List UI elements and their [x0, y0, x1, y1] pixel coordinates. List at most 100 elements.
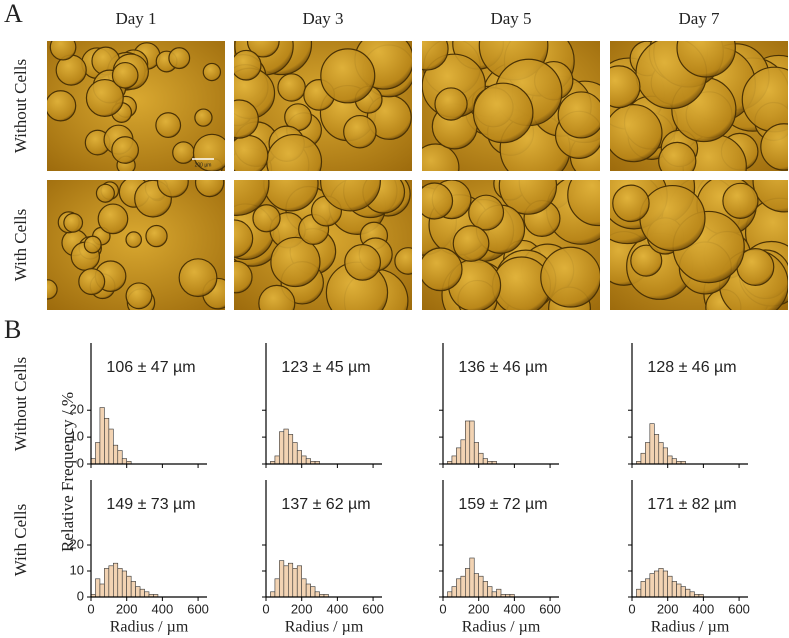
droplet: [468, 194, 505, 231]
x-tick-label: 0: [439, 601, 446, 616]
bar: [465, 420, 471, 465]
bar: [121, 458, 127, 465]
bar: [649, 573, 655, 598]
bar: [654, 570, 660, 598]
droplet: [125, 231, 143, 248]
droplet: [111, 136, 139, 164]
x-axis-label: Radius / µm: [285, 619, 364, 636]
droplet: [194, 180, 225, 198]
bar: [296, 565, 302, 598]
micrograph: [234, 180, 412, 310]
bar: [121, 570, 127, 598]
chart-annotation: 128 ± 46 µm: [647, 359, 736, 376]
droplet: [194, 108, 213, 127]
droplet: [49, 41, 77, 61]
bar: [469, 420, 475, 465]
x-tick-label: 400: [152, 601, 174, 616]
bar: [473, 442, 479, 465]
droplet: [434, 87, 468, 121]
bar: [126, 575, 132, 598]
bar: [130, 581, 136, 598]
droplet: [422, 143, 460, 171]
micrograph: [234, 41, 412, 171]
bar: [305, 458, 311, 465]
droplet: [234, 180, 270, 216]
bar: [274, 455, 280, 465]
droplet: [320, 180, 381, 212]
chart-annotation: 149 ± 73 µm: [106, 496, 195, 513]
droplet: [145, 224, 168, 248]
y-tick-label: 10: [70, 429, 84, 444]
droplet: [639, 184, 706, 252]
bar: [636, 588, 642, 598]
bar: [645, 442, 651, 465]
droplet: [344, 243, 382, 281]
chart-annotation: 123 ± 45 µm: [281, 359, 370, 376]
droplet: [752, 180, 788, 213]
droplet: [155, 112, 182, 139]
bar: [491, 591, 497, 598]
droplet: [343, 114, 377, 149]
bar: [496, 588, 502, 598]
bar: [658, 568, 664, 598]
x-tick-label: 200: [657, 601, 679, 616]
bar: [104, 568, 110, 598]
x-axis-label: Radius / µm: [110, 619, 189, 636]
bar: [296, 450, 302, 465]
x-axis-label: Radius / µm: [462, 619, 541, 636]
bar: [685, 588, 691, 598]
x-tick-label: 0: [87, 601, 94, 616]
row-label: Without Cells: [11, 357, 30, 451]
droplet: [202, 62, 222, 82]
droplet: [95, 183, 115, 203]
panel-label: B: [4, 315, 21, 344]
droplet: [630, 244, 663, 277]
y-tick-label: 10: [70, 562, 84, 577]
bar: [473, 573, 479, 598]
droplet: [234, 49, 262, 81]
droplet: [111, 61, 139, 89]
x-tick-label: 200: [468, 601, 490, 616]
bar: [108, 428, 114, 465]
bar: [283, 428, 289, 465]
bar: [680, 586, 686, 598]
bar: [270, 591, 276, 598]
bar: [645, 578, 651, 598]
bar: [117, 568, 123, 598]
bar: [279, 560, 285, 598]
droplet: [78, 268, 106, 296]
bar: [283, 565, 289, 598]
droplet: [540, 246, 600, 308]
bar: [671, 581, 677, 598]
bar: [640, 581, 646, 598]
droplets: [610, 180, 788, 310]
droplet: [658, 141, 697, 171]
bar: [649, 423, 655, 465]
panel-label: A: [4, 0, 23, 28]
droplet: [612, 184, 650, 223]
row-label: With Cells: [11, 209, 30, 282]
bar: [676, 583, 682, 598]
droplet: [394, 247, 412, 275]
droplet: [234, 99, 259, 139]
row-label: With Cells: [11, 504, 30, 577]
bar: [447, 591, 453, 598]
bar: [310, 586, 316, 598]
bar: [671, 458, 677, 465]
droplet: [47, 90, 77, 122]
droplet: [47, 279, 58, 300]
bar: [104, 417, 110, 465]
droplet: [168, 47, 191, 70]
droplets: [47, 180, 225, 310]
droplet: [234, 134, 269, 171]
bar: [139, 588, 145, 598]
droplet: [557, 91, 600, 139]
droplet: [722, 182, 759, 219]
bar: [689, 591, 695, 598]
x-tick-label: 600: [187, 601, 209, 616]
bar: [90, 458, 96, 465]
bar: [662, 570, 668, 598]
droplets: [47, 41, 225, 171]
y-tick-label: 20: [70, 402, 84, 417]
x-axis-label: Radius / µm: [651, 619, 730, 636]
